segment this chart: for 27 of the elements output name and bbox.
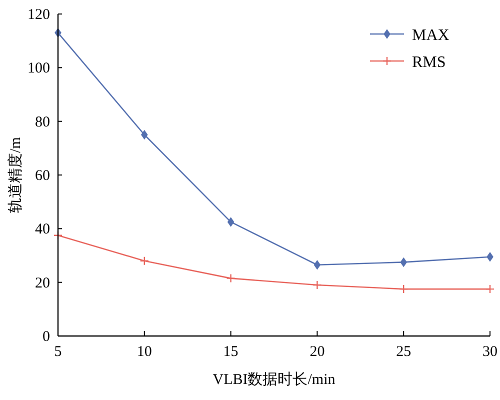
y-tick-label: 60 (35, 168, 50, 184)
point (400, 258, 407, 267)
x-tick-label: 25 (396, 344, 412, 360)
x-tick-label: 15 (223, 344, 238, 360)
point (486, 252, 494, 262)
x-tick-label: 20 (310, 344, 325, 360)
point (140, 256, 149, 266)
point (312, 280, 322, 290)
y-tick-label: 20 (35, 275, 50, 292)
point (226, 274, 236, 283)
point (141, 130, 148, 140)
y-tick-label: 0 (42, 329, 50, 345)
x-tick-label: 30 (482, 344, 498, 360)
point (228, 217, 234, 226)
x-tick-label: 10 (136, 344, 152, 360)
y-axis-title: 轨道精度/m (7, 136, 24, 213)
y-tick-label: 40 (35, 222, 50, 238)
legend-label: MAX (412, 27, 450, 44)
y-tick-label: 100 (28, 60, 50, 77)
point (399, 284, 408, 294)
y-tick-label: 120 (28, 7, 50, 23)
legend-label: RMS (412, 54, 446, 71)
x-axis-title: VLBI数据时长/min (212, 371, 336, 388)
x-tick-label: 5 (54, 344, 62, 360)
point (314, 260, 320, 270)
y-tick-label: 80 (35, 114, 50, 130)
point (485, 284, 495, 294)
